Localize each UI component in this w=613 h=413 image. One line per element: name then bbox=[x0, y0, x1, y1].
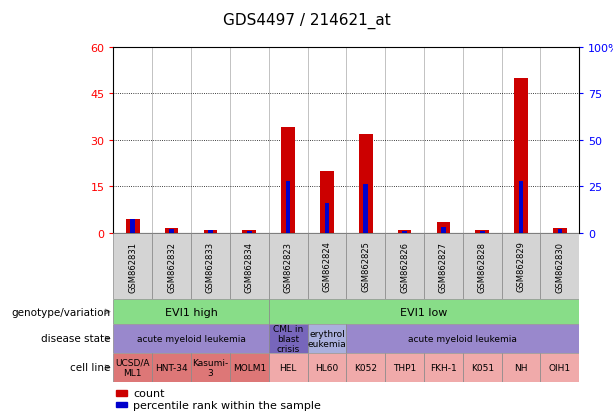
Bar bbox=[191, 353, 230, 382]
Text: GSM862826: GSM862826 bbox=[400, 241, 409, 292]
Bar bbox=[463, 233, 501, 299]
Bar bbox=[541, 353, 579, 382]
Text: GSM862832: GSM862832 bbox=[167, 241, 176, 292]
Bar bbox=[480, 231, 484, 233]
Text: GSM862827: GSM862827 bbox=[439, 241, 448, 292]
Bar bbox=[113, 299, 268, 324]
Bar bbox=[152, 353, 191, 382]
Bar bbox=[152, 233, 191, 299]
Bar bbox=[247, 231, 251, 233]
Text: GSM862834: GSM862834 bbox=[245, 241, 254, 292]
Bar bbox=[191, 233, 230, 299]
Text: disease state: disease state bbox=[41, 334, 110, 344]
Text: count: count bbox=[133, 388, 164, 398]
Bar bbox=[436, 223, 450, 233]
Bar bbox=[230, 233, 268, 299]
Bar bbox=[204, 230, 217, 233]
Bar bbox=[116, 390, 128, 396]
Bar bbox=[268, 353, 308, 382]
Bar bbox=[281, 128, 295, 233]
Bar bbox=[501, 233, 541, 299]
Text: GSM862830: GSM862830 bbox=[555, 241, 565, 292]
Text: EVI1 high: EVI1 high bbox=[165, 307, 218, 317]
Bar bbox=[541, 233, 579, 299]
Text: NH: NH bbox=[514, 363, 528, 372]
Bar bbox=[553, 229, 566, 233]
Text: K052: K052 bbox=[354, 363, 377, 372]
Bar bbox=[346, 324, 579, 353]
Bar bbox=[346, 233, 385, 299]
Bar bbox=[359, 134, 373, 233]
Bar bbox=[169, 230, 174, 233]
Text: GSM862828: GSM862828 bbox=[478, 241, 487, 292]
Bar bbox=[519, 181, 524, 233]
Bar bbox=[424, 233, 463, 299]
Bar bbox=[346, 353, 385, 382]
Bar bbox=[268, 233, 308, 299]
Bar bbox=[230, 353, 268, 382]
Bar bbox=[126, 219, 140, 233]
Text: THP1: THP1 bbox=[393, 363, 416, 372]
Bar bbox=[364, 185, 368, 233]
Bar bbox=[208, 230, 213, 233]
Text: GSM862824: GSM862824 bbox=[322, 241, 332, 292]
Text: cell line: cell line bbox=[70, 363, 110, 373]
Bar bbox=[131, 219, 135, 233]
Bar bbox=[113, 233, 152, 299]
Text: percentile rank within the sample: percentile rank within the sample bbox=[133, 400, 321, 410]
Bar bbox=[113, 353, 152, 382]
Text: HNT-34: HNT-34 bbox=[155, 363, 188, 372]
Bar bbox=[165, 229, 178, 233]
Text: UCSD/A
ML1: UCSD/A ML1 bbox=[116, 358, 150, 377]
Text: OIH1: OIH1 bbox=[549, 363, 571, 372]
Bar bbox=[385, 353, 424, 382]
Bar bbox=[325, 204, 329, 233]
Bar bbox=[398, 231, 411, 233]
Bar bbox=[243, 231, 256, 233]
Bar bbox=[116, 402, 128, 407]
Bar bbox=[463, 353, 501, 382]
Bar bbox=[113, 324, 268, 353]
Bar bbox=[501, 353, 541, 382]
Text: MOLM1: MOLM1 bbox=[233, 363, 266, 372]
Text: CML in
blast
crisis: CML in blast crisis bbox=[273, 324, 303, 354]
Bar bbox=[441, 228, 446, 233]
Text: erythrol
eukemia: erythrol eukemia bbox=[308, 329, 346, 348]
Text: GDS4497 / 214621_at: GDS4497 / 214621_at bbox=[223, 13, 390, 29]
Bar bbox=[308, 324, 346, 353]
Bar bbox=[308, 233, 346, 299]
Text: HEL: HEL bbox=[280, 363, 297, 372]
Bar bbox=[286, 181, 291, 233]
Bar bbox=[402, 231, 407, 233]
Text: GSM862823: GSM862823 bbox=[284, 241, 292, 292]
Bar bbox=[320, 171, 333, 233]
Bar bbox=[268, 299, 579, 324]
Text: GSM862825: GSM862825 bbox=[361, 241, 370, 292]
Text: EVI1 low: EVI1 low bbox=[400, 307, 447, 317]
Bar bbox=[268, 324, 308, 353]
Text: K051: K051 bbox=[471, 363, 494, 372]
Text: HL60: HL60 bbox=[315, 363, 338, 372]
Bar bbox=[514, 78, 528, 233]
Text: genotype/variation: genotype/variation bbox=[11, 307, 110, 317]
Text: GSM862831: GSM862831 bbox=[128, 241, 137, 292]
Text: Kasumi-
3: Kasumi- 3 bbox=[192, 358, 229, 377]
Bar bbox=[558, 230, 562, 233]
Text: GSM862833: GSM862833 bbox=[206, 241, 215, 292]
Bar bbox=[424, 353, 463, 382]
Text: FKH-1: FKH-1 bbox=[430, 363, 457, 372]
Text: acute myeloid leukemia: acute myeloid leukemia bbox=[137, 334, 245, 343]
Bar bbox=[476, 231, 489, 233]
Bar bbox=[308, 353, 346, 382]
Text: GSM862829: GSM862829 bbox=[517, 241, 525, 292]
Bar bbox=[385, 233, 424, 299]
Text: acute myeloid leukemia: acute myeloid leukemia bbox=[408, 334, 517, 343]
